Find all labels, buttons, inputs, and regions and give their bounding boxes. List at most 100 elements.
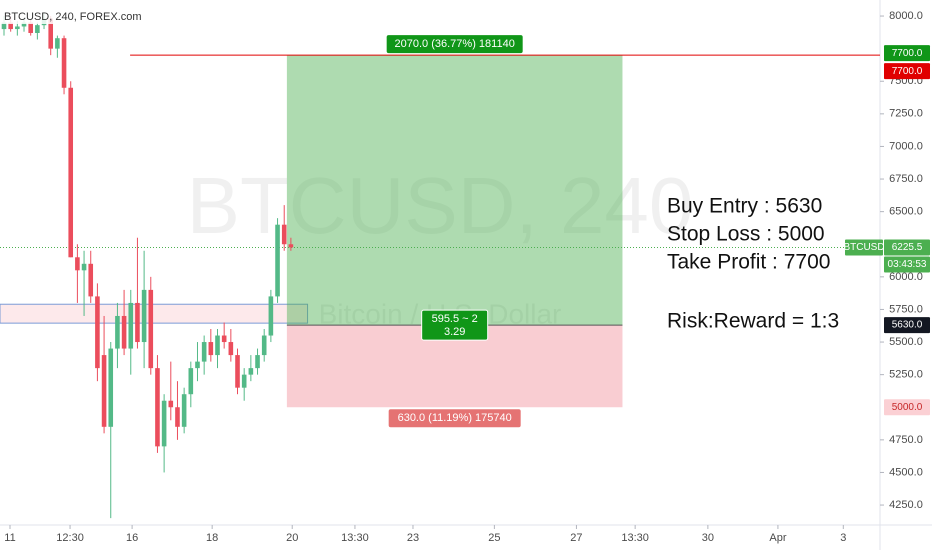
target-label-group: 2070.0 (36.77%) 181140: [386, 35, 523, 54]
ratio-label: 3.29: [444, 326, 465, 338]
candle-body: [275, 224, 280, 297]
candle-body: [235, 355, 240, 388]
y-tick-label: 6750.0: [889, 173, 923, 185]
y-tick-label: 4500.0: [889, 466, 923, 478]
candle-body: [148, 289, 154, 369]
hline-badge: 7700.0: [892, 66, 923, 77]
y-tick-label: 5500.0: [889, 336, 923, 348]
x-tick-label: Apr: [769, 532, 786, 544]
target-label-bg: [386, 35, 523, 54]
target-badge: 7700.0: [892, 48, 923, 59]
x-tick-label: 23: [407, 532, 419, 544]
candle-body: [168, 400, 174, 408]
ratio-label-bg: [421, 309, 489, 341]
entry-badge-group: 5630.0: [884, 317, 930, 334]
y-tick-label: 5250.0: [889, 369, 923, 381]
current-price-badge-bg: [884, 239, 930, 256]
candle-body: [21, 22, 27, 27]
candle-body: [81, 263, 87, 271]
candle-body: [281, 224, 287, 245]
y-tick-label: 4750.0: [889, 434, 923, 446]
symbol-badge-bg: [845, 239, 883, 256]
candle-body: [48, 18, 54, 49]
y-tick-label: 6500.0: [889, 206, 923, 218]
candle-body: [161, 400, 167, 447]
candle-body: [288, 244, 294, 248]
entry-badge-bg: [884, 317, 930, 334]
stop-badge: 5000.0: [892, 402, 923, 413]
hline-badge-bg: [884, 63, 930, 80]
current-price-badge: 6225.5: [892, 242, 923, 253]
candle-body: [261, 335, 267, 356]
entry-badge: 5630.0: [892, 320, 923, 331]
candle-body: [141, 289, 147, 343]
candle-body: [181, 394, 187, 427]
y-tick-label: 4250.0: [889, 499, 923, 511]
candle-body: [188, 368, 194, 395]
candle-body: [155, 368, 160, 447]
title-group: BTCUSD, 240, FOREX.com: [0, 8, 142, 24]
x-tick-label: 20: [286, 532, 298, 544]
candle-body: [101, 355, 107, 427]
current-price-badge-group: 6225.5: [884, 239, 930, 256]
x-tick-label: 13:30: [621, 532, 649, 544]
countdown-badge: 03:43:53: [888, 259, 927, 270]
x-tick-label: 27: [570, 532, 582, 544]
candle-body: [88, 263, 94, 297]
candle-body: [135, 302, 140, 343]
note-line: Buy Entry : 5630: [667, 195, 822, 218]
candle-body: [248, 368, 254, 375]
candle-body: [128, 302, 134, 349]
candle-body: [208, 342, 214, 356]
x-tick-label: 12:30: [56, 532, 84, 544]
x-tick-label: 13:30: [341, 532, 369, 544]
x-tick-label: 16: [126, 532, 138, 544]
watermark: BTCUSD, 240: [187, 161, 694, 250]
y-tick-label: 7000.0: [889, 140, 923, 152]
countdown-badge-group: 03:43:53: [884, 256, 930, 273]
x-tick-label: 30: [702, 532, 714, 544]
zone-box: [0, 303, 309, 324]
candle-body: [241, 374, 247, 388]
countdown-badge-bg: [884, 256, 930, 273]
candle-body: [255, 355, 260, 369]
chart-title: BTCUSD, 240, FOREX.com: [4, 11, 142, 23]
ratio-label-group: 595.5 ~ 23.29: [421, 309, 489, 341]
candle-body: [1, 22, 7, 30]
symbol-badge-group: BTCUSD: [843, 239, 885, 256]
stop-label-group: 630.0 (11.19%) 175740: [388, 409, 521, 428]
y-tick-label: 5750.0: [889, 303, 923, 315]
hline-badge-group: 7700.0: [884, 63, 930, 80]
candle-body: [201, 342, 207, 362]
candle-body: [115, 315, 120, 349]
stop-label: 630.0 (11.19%) 175740: [398, 412, 512, 424]
candle-body: [61, 38, 67, 88]
candle-body: [8, 22, 13, 30]
note-line: Take Profit : 7700: [667, 251, 830, 274]
target-badge-bg: [884, 45, 930, 62]
candle-body: [75, 257, 80, 271]
profit-zone: [286, 55, 623, 326]
title-bg: [0, 8, 115, 24]
candle-body: [55, 38, 60, 49]
candle-body: [95, 296, 100, 369]
candle-body: [108, 348, 114, 427]
candle-body: [268, 296, 274, 336]
note-line: Risk:Reward = 1:3: [667, 310, 839, 333]
x-tick-label: 18: [206, 532, 218, 544]
candle-body: [215, 335, 220, 356]
candle-body: [228, 342, 234, 356]
stop-label-bg: [388, 409, 521, 428]
candle-body: [28, 22, 33, 33]
candle-body: [195, 361, 200, 369]
stop-badge-bg: [884, 399, 930, 416]
x-tick-label: 25: [488, 532, 500, 544]
candle-body: [35, 25, 40, 33]
y-tick-label: 7250.0: [889, 108, 923, 120]
candle-body: [175, 407, 180, 427]
x-tick-label: 11: [4, 532, 15, 544]
candle-body: [121, 315, 127, 349]
stop-badge-group: 5000.0: [884, 399, 930, 416]
